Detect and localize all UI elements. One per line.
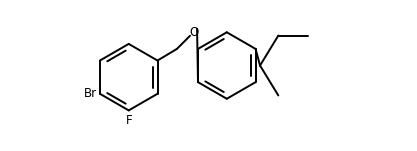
Text: Br: Br [84,87,97,100]
Text: F: F [126,114,132,127]
Text: O: O [189,26,198,39]
